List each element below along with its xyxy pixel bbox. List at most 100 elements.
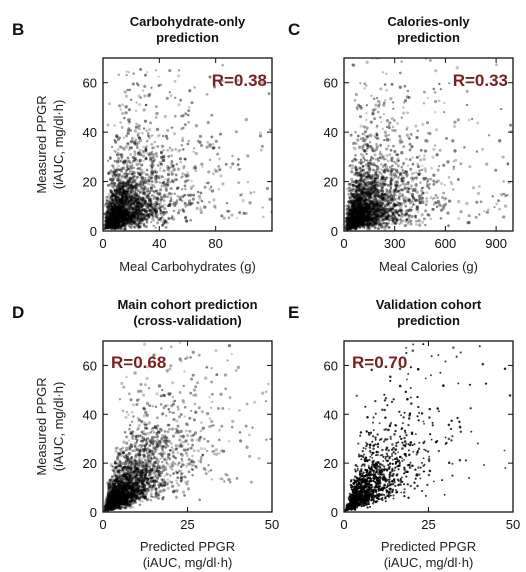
- data-point: [103, 215, 107, 219]
- data-point: [124, 225, 127, 229]
- data-point: [135, 212, 139, 216]
- y-axis-label: Measured PPGR: [34, 95, 49, 193]
- data-point: [128, 221, 132, 225]
- data-point: [106, 204, 110, 207]
- data-point: [118, 201, 123, 205]
- data-point: [499, 38, 502, 41]
- data-point: [124, 94, 129, 98]
- data-point: [434, 111, 437, 114]
- data-point: [180, 199, 184, 203]
- data-point: [150, 164, 154, 168]
- data-point: [130, 139, 134, 143]
- data-point: [164, 219, 168, 224]
- data-point: [188, 89, 192, 93]
- data-point: [380, 153, 384, 157]
- data-point: [182, 148, 185, 151]
- data-point: [139, 183, 143, 186]
- data-point: [110, 220, 113, 224]
- data-point: [111, 217, 115, 221]
- data-point: [422, 157, 426, 161]
- data-point: [128, 54, 131, 57]
- data-point: [353, 124, 355, 126]
- data-point: [371, 196, 374, 200]
- data-point: [157, 84, 161, 87]
- data-point: [131, 197, 135, 201]
- data-point: [139, 96, 142, 99]
- data-point: [124, 195, 128, 198]
- data-point: [126, 196, 130, 200]
- data-point: [267, 92, 271, 95]
- data-point: [188, 203, 192, 207]
- data-point: [174, 173, 178, 177]
- data-point: [368, 140, 372, 144]
- data-point: [144, 157, 148, 161]
- data-point: [183, 216, 188, 220]
- data-point: [362, 165, 365, 168]
- data-point: [131, 188, 135, 192]
- data-point: [375, 132, 379, 135]
- data-point: [174, 147, 178, 151]
- data-point: [163, 207, 167, 211]
- data-point: [115, 188, 120, 192]
- data-point: [127, 208, 131, 212]
- data-point: [132, 201, 136, 204]
- data-point: [363, 87, 366, 90]
- data-point: [363, 130, 367, 134]
- data-point: [141, 202, 144, 205]
- data-point: [167, 203, 171, 208]
- data-point: [129, 186, 132, 189]
- data-point: [487, 134, 491, 137]
- data-point: [153, 176, 158, 180]
- data-point: [110, 164, 113, 167]
- data-point: [104, 202, 108, 205]
- data-point: [125, 174, 129, 178]
- data-point: [158, 176, 161, 180]
- data-point: [113, 172, 117, 176]
- data-point: [153, 206, 156, 209]
- data-point: [298, 177, 301, 180]
- data-point: [116, 195, 119, 198]
- data-point: [365, 152, 368, 156]
- data-point: [156, 199, 159, 203]
- data-point: [198, 140, 202, 144]
- data-point: [139, 138, 143, 143]
- data-point: [452, 124, 457, 129]
- data-point: [174, 203, 178, 206]
- data-point: [383, 130, 387, 134]
- data-point: [156, 197, 160, 201]
- data-point: [120, 126, 124, 129]
- data-point: [137, 150, 140, 154]
- data-point: [105, 202, 108, 205]
- data-point: [495, 202, 499, 206]
- data-point: [127, 215, 131, 219]
- data-point: [137, 225, 141, 228]
- data-point: [497, 199, 500, 203]
- data-point: [192, 193, 196, 197]
- data-point: [116, 218, 120, 222]
- data-point: [120, 194, 124, 198]
- data-point: [365, 163, 368, 167]
- data-point: [144, 202, 148, 205]
- data-point: [109, 169, 113, 173]
- data-point: [397, 175, 401, 179]
- data-point: [116, 137, 121, 142]
- data-point: [161, 134, 165, 138]
- data-point: [138, 217, 142, 221]
- data-point: [154, 226, 157, 229]
- data-point: [115, 134, 119, 138]
- data-point: [127, 186, 131, 189]
- data-point: [414, 198, 418, 202]
- data-point: [111, 170, 116, 174]
- data-point: [114, 215, 118, 219]
- data-point: [117, 164, 120, 168]
- data-point: [146, 218, 149, 221]
- data-point: [456, 178, 460, 181]
- data-point: [122, 136, 126, 139]
- data-point: [131, 201, 135, 204]
- data-point: [147, 215, 151, 219]
- data-point: [365, 84, 368, 87]
- data-point: [137, 204, 141, 209]
- data-point: [128, 216, 132, 219]
- data-point: [151, 134, 154, 137]
- data-point: [162, 169, 166, 173]
